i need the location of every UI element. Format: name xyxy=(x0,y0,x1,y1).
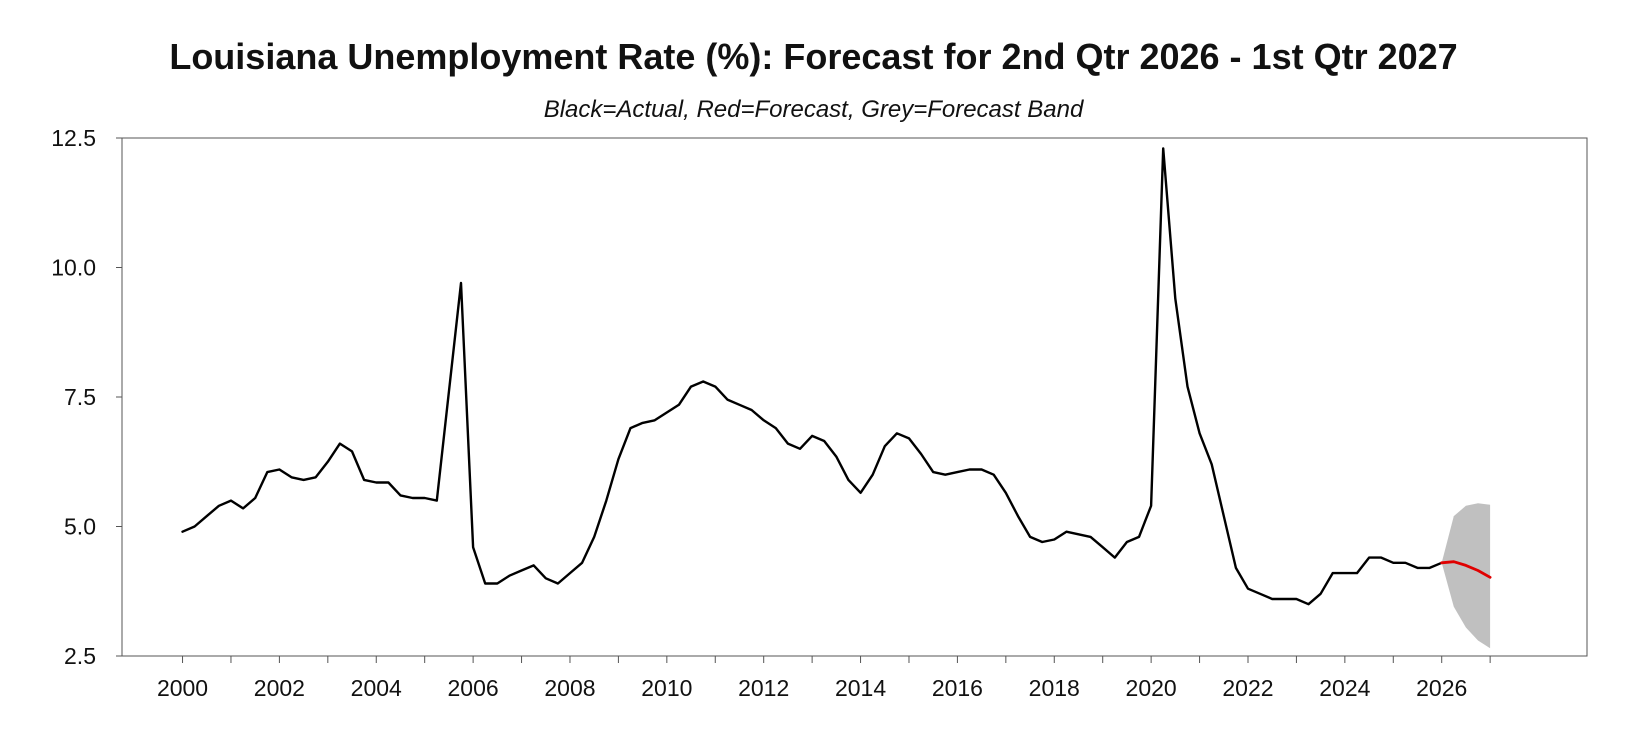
x-tick-label: 2010 xyxy=(641,675,692,701)
x-tick-label: 2018 xyxy=(1029,675,1080,701)
y-tick-label: 10.0 xyxy=(51,255,96,281)
x-tick-label: 2006 xyxy=(448,675,499,701)
x-tick-label: 2004 xyxy=(351,675,402,701)
x-tick-label: 2000 xyxy=(157,675,208,701)
y-tick-label: 2.5 xyxy=(64,643,96,669)
y-tick-label: 5.0 xyxy=(64,514,96,540)
forecast-band xyxy=(1441,503,1491,649)
x-tick-label: 2026 xyxy=(1416,675,1467,701)
x-tick-label: 2012 xyxy=(738,675,789,701)
x-tick-label: 2020 xyxy=(1126,675,1177,701)
forecast-series-line xyxy=(1440,560,1492,579)
x-tick-label: 2008 xyxy=(544,675,595,701)
chart-subtitle: Black=Actual, Red=Forecast, Grey=Forecas… xyxy=(543,96,1084,123)
chart-title: Louisiana Unemployment Rate (%): Forecas… xyxy=(169,36,1458,77)
plot-frame xyxy=(121,137,1588,657)
x-tick-label: 2002 xyxy=(254,675,305,701)
x-tick-label: 2016 xyxy=(932,675,983,701)
x-tick-label: 2024 xyxy=(1319,675,1370,701)
x-tick-label: 2014 xyxy=(835,675,886,701)
y-tick-label: 7.5 xyxy=(64,384,96,410)
x-tick-label: 2022 xyxy=(1222,675,1273,701)
actual-series-line xyxy=(181,147,1443,606)
y-tick-label: 12.5 xyxy=(51,125,96,151)
